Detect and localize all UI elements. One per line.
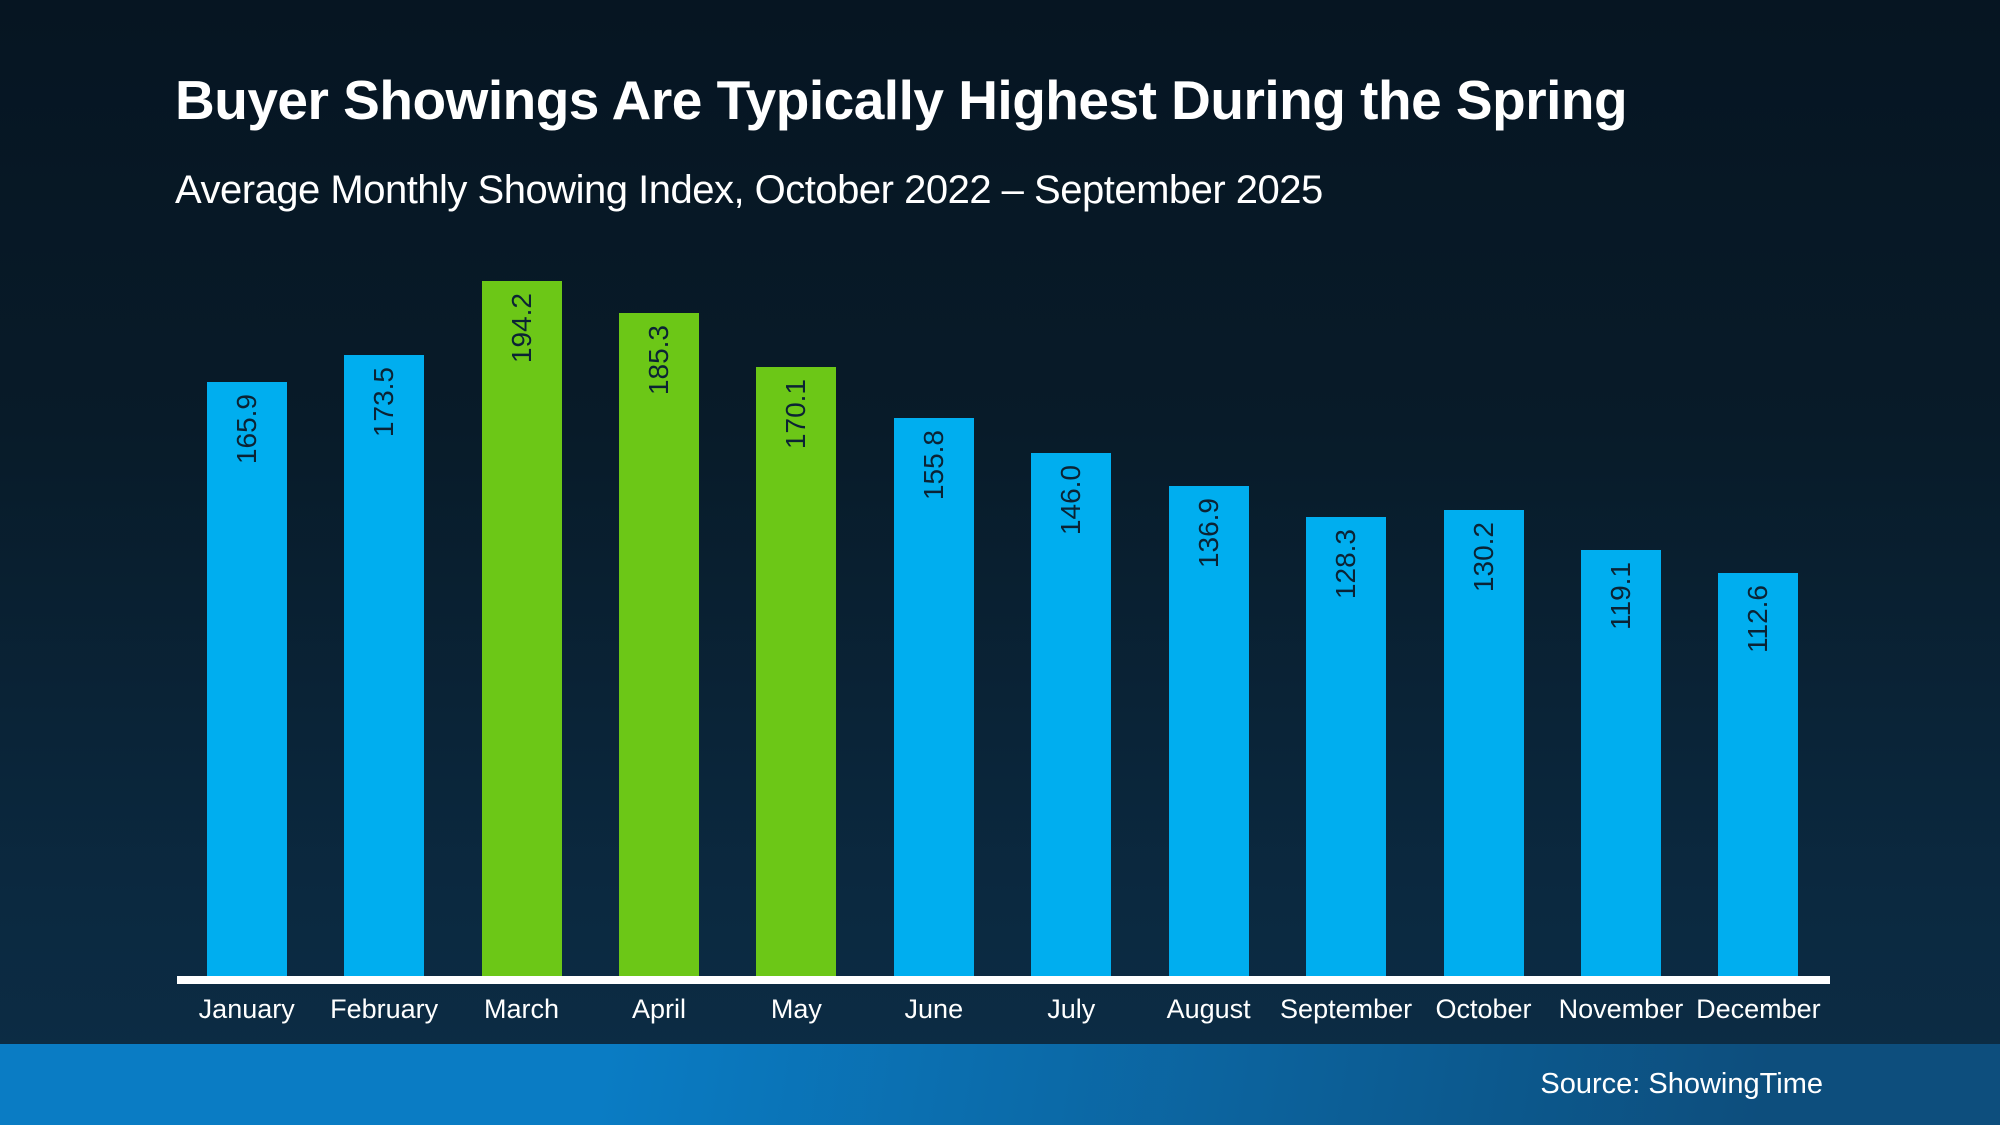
bar-column: 185.3: [590, 0, 727, 976]
bar-value-label: 194.2: [505, 293, 537, 364]
x-axis-label: February: [330, 994, 439, 1024]
bar-column: 112.6: [1690, 0, 1827, 976]
bar-value-label: 112.6: [1742, 585, 1774, 653]
chart-title: Buyer Showings Are Typically Highest Dur…: [175, 69, 1628, 131]
bar-column: 119.1: [1552, 0, 1689, 976]
x-axis-label: August: [1166, 994, 1251, 1024]
bar-value-label: 130.2: [1467, 522, 1499, 593]
bar-column: 165.9: [178, 0, 315, 976]
bar-january: 165.9: [206, 382, 287, 976]
x-axis-label: January: [198, 994, 295, 1024]
bar-value-label: 165.9: [230, 394, 262, 465]
bar-column: 130.2: [1415, 0, 1552, 976]
bar-value-label: 173.5: [368, 367, 400, 438]
bar-column: 173.5: [315, 0, 452, 976]
bar-value-label: 155.8: [917, 430, 949, 501]
bar-value-label: 185.3: [642, 325, 674, 396]
bar-column: 155.8: [865, 0, 1002, 976]
x-axis-label: November: [1558, 994, 1684, 1024]
bar-april: 185.3: [618, 313, 699, 976]
bar-chart: 165.9 173.5 194.2 185.3 170.1 155.8 146.0 136.9…: [177, 0, 1830, 1025]
footer-band: Source: ShowingTime: [0, 1044, 2000, 1125]
bar-value-label: 146.0: [1055, 465, 1087, 536]
bar-value-label: 128.3: [1330, 529, 1362, 600]
source-attribution: Source: ShowingTime: [1540, 1068, 1823, 1100]
bar-may: 170.1: [756, 367, 837, 976]
x-axis-label: March: [484, 994, 560, 1024]
x-axis-label: June: [904, 994, 964, 1024]
bar-value-label: 119.1: [1604, 562, 1636, 630]
bar-column: 128.3: [1277, 0, 1414, 976]
x-axis-line: [177, 976, 1830, 984]
bar-column: 194.2: [453, 0, 590, 976]
bars-container: 165.9 173.5 194.2 185.3 170.1 155.8 146.0 136.9…: [178, 0, 1827, 976]
bar-column: 170.1: [728, 0, 865, 976]
bar-value-label: 170.1: [780, 379, 812, 450]
x-axis-label: May: [770, 994, 822, 1024]
bar-september: 128.3: [1306, 517, 1387, 976]
x-axis-label: December: [1696, 994, 1821, 1024]
x-axis-label: September: [1280, 994, 1413, 1024]
bar-value-label: 136.9: [1192, 498, 1224, 569]
bar-july: 146.0: [1031, 453, 1112, 976]
bar-february: 173.5: [344, 355, 425, 976]
bar-june: 155.8: [893, 418, 974, 976]
x-axis-labels: January February March April May June July Augu…: [178, 994, 1827, 1025]
x-axis-label: April: [631, 994, 686, 1024]
bar-column: 146.0: [1003, 0, 1140, 976]
bar-column: 136.9: [1140, 0, 1277, 976]
bar-march: 194.2: [481, 281, 562, 976]
x-axis-label: July: [1047, 994, 1096, 1024]
bar-december: 112.6: [1718, 573, 1799, 976]
bar-august: 136.9: [1168, 486, 1249, 976]
chart-subtitle: Average Monthly Showing Index, October 2…: [175, 168, 1323, 212]
x-axis-label: October: [1435, 994, 1532, 1024]
bar-october: 130.2: [1443, 510, 1524, 976]
bar-november: 119.1: [1580, 550, 1661, 976]
